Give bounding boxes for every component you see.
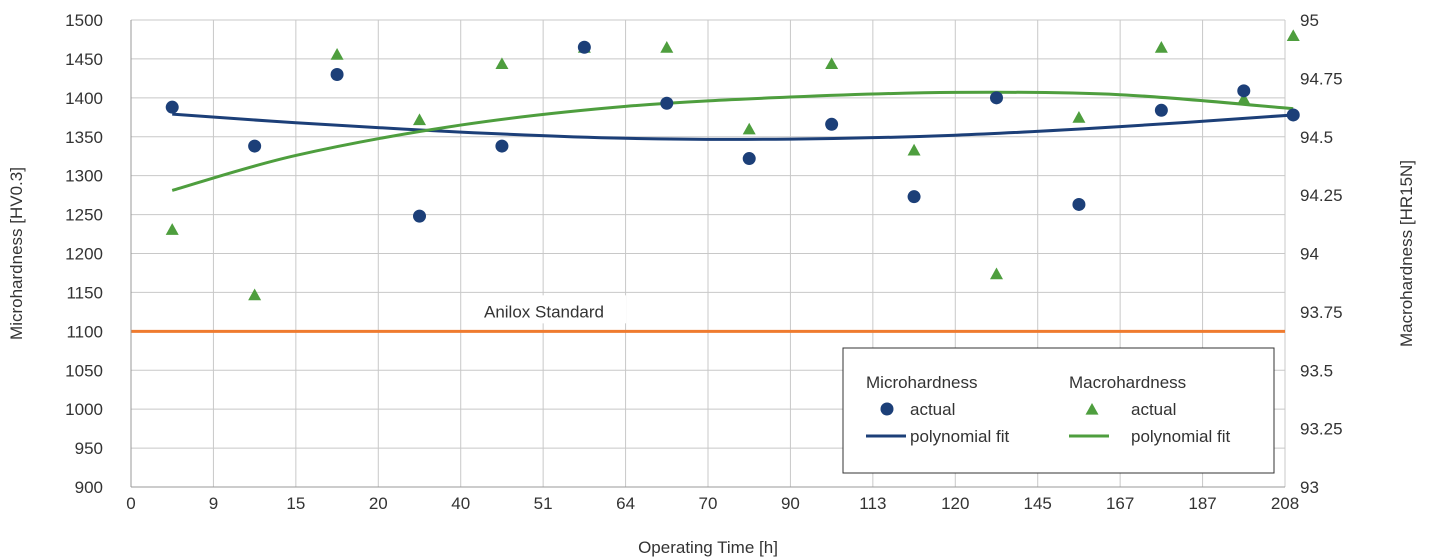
legend-macro-actual-label: actual: [1131, 400, 1176, 419]
x-tick-label: 113: [859, 494, 886, 513]
y-right-tick-label: 93.75: [1300, 303, 1343, 322]
macro-point: [1154, 41, 1168, 53]
micro-point: [1237, 84, 1251, 98]
macro-point: [825, 57, 839, 70]
legend-micro-title: Microhardness: [866, 373, 978, 392]
y-left-tick-label: 1300: [65, 167, 103, 186]
macro-point: [413, 113, 426, 126]
y-axis-right-label: Macrohardness [HR15N]: [1397, 160, 1416, 347]
y-axis-left-label: Microhardness [HV0.3]: [7, 167, 26, 340]
micro-point: [1072, 197, 1086, 211]
data-points: [165, 29, 1300, 301]
x-tick-label: 187: [1188, 494, 1216, 513]
y-left-tick-label: 1000: [65, 400, 103, 419]
macro-point: [495, 57, 509, 70]
y-left-tick-label: 1500: [65, 11, 103, 30]
y-left-tick-label: 1100: [66, 322, 103, 341]
y-left-tick-label: 1400: [65, 89, 103, 108]
micro-point: [248, 139, 262, 153]
axes: 0 9 15 20 40 51 64 70 90 113 120 145 167 187 208 900 950…: [7, 11, 1416, 557]
standard-label-bg: [462, 295, 626, 324]
x-tick-label: 15: [286, 494, 305, 513]
micro-fit-line: [172, 112, 1294, 141]
x-tick-label: 9: [209, 494, 218, 513]
macro-point: [742, 122, 756, 135]
micro-point: [660, 96, 674, 110]
micro-point: [1286, 108, 1300, 122]
legend-macro-fit-label: polynomial fit: [1131, 427, 1230, 446]
anilox-standard: Anilox Standard: [131, 295, 1285, 333]
y-left-tick-label: 1450: [65, 50, 103, 69]
micro-point: [825, 117, 839, 131]
legend-box: [842, 347, 1275, 474]
legend: Microhardness Macrohardness actual polynomi…: [842, 347, 1275, 474]
x-tick-label: 120: [941, 494, 969, 513]
legend-micro-actual-label: actual: [910, 400, 955, 419]
micro-point: [495, 139, 509, 153]
standard-label: Anilox Standard: [484, 302, 604, 321]
micro-point: [577, 40, 591, 54]
x-tick-label: 64: [616, 494, 635, 513]
macro-point: [907, 143, 921, 156]
legend-micro-actual-marker: [880, 402, 894, 416]
micro-point: [990, 91, 1003, 105]
x-tick-label: 0: [126, 494, 135, 513]
y-right-tick-label: 94: [1300, 245, 1319, 264]
macro-point: [330, 48, 344, 60]
y-right-tick-label: 94.5: [1300, 128, 1333, 147]
y-left-tick-label: 1350: [65, 128, 103, 147]
y-left-tick-label: 900: [75, 478, 103, 497]
micro-point: [165, 100, 179, 114]
x-tick-label: 70: [699, 494, 718, 513]
y-left-tick-label: 950: [75, 439, 103, 458]
macro-point: [165, 223, 179, 235]
y-left-tick-label: 1050: [65, 361, 103, 380]
x-tick-label: 167: [1106, 494, 1134, 513]
macro-point: [990, 267, 1003, 280]
y-right-tick-label: 94.25: [1300, 186, 1343, 205]
macro-fit-line: [171, 90, 1294, 192]
x-tick-label: 40: [451, 494, 470, 513]
x-tick-label: 20: [369, 494, 388, 513]
y-left-tick-label: 1250: [65, 206, 103, 225]
micro-point: [1154, 103, 1168, 117]
macro-point: [1237, 92, 1251, 105]
x-axis-label: Operating Time [h]: [638, 538, 778, 557]
y-left-tick-label: 1200: [65, 245, 103, 264]
legend-macro-title: Macrohardness: [1069, 373, 1186, 392]
micro-point: [742, 152, 756, 166]
legend-micro-fit-label: polynomial fit: [910, 427, 1009, 446]
macro-point: [1286, 29, 1300, 42]
legend-macro-actual-marker: [1085, 402, 1099, 415]
macro-point: [1072, 111, 1086, 123]
x-tick-label: 51: [534, 494, 553, 513]
y-right-tick-label: 95: [1300, 11, 1319, 30]
x-tick-label: 208: [1271, 494, 1299, 513]
micro-point: [907, 190, 921, 204]
macro-point: [248, 288, 262, 301]
macro-point: [660, 41, 674, 53]
x-tick-label: 90: [781, 494, 800, 513]
y-right-tick-label: 93: [1300, 478, 1319, 497]
x-tick-label: 145: [1024, 494, 1052, 513]
y-right-tick-label: 93.5: [1300, 361, 1333, 380]
y-right-tick-label: 93.25: [1300, 420, 1343, 439]
fit-lines: [171, 90, 1294, 192]
y-left-tick-label: 1150: [66, 283, 103, 302]
micro-point: [413, 209, 426, 223]
y-right-tick-label: 94.75: [1300, 69, 1343, 88]
micro-point: [330, 67, 344, 81]
